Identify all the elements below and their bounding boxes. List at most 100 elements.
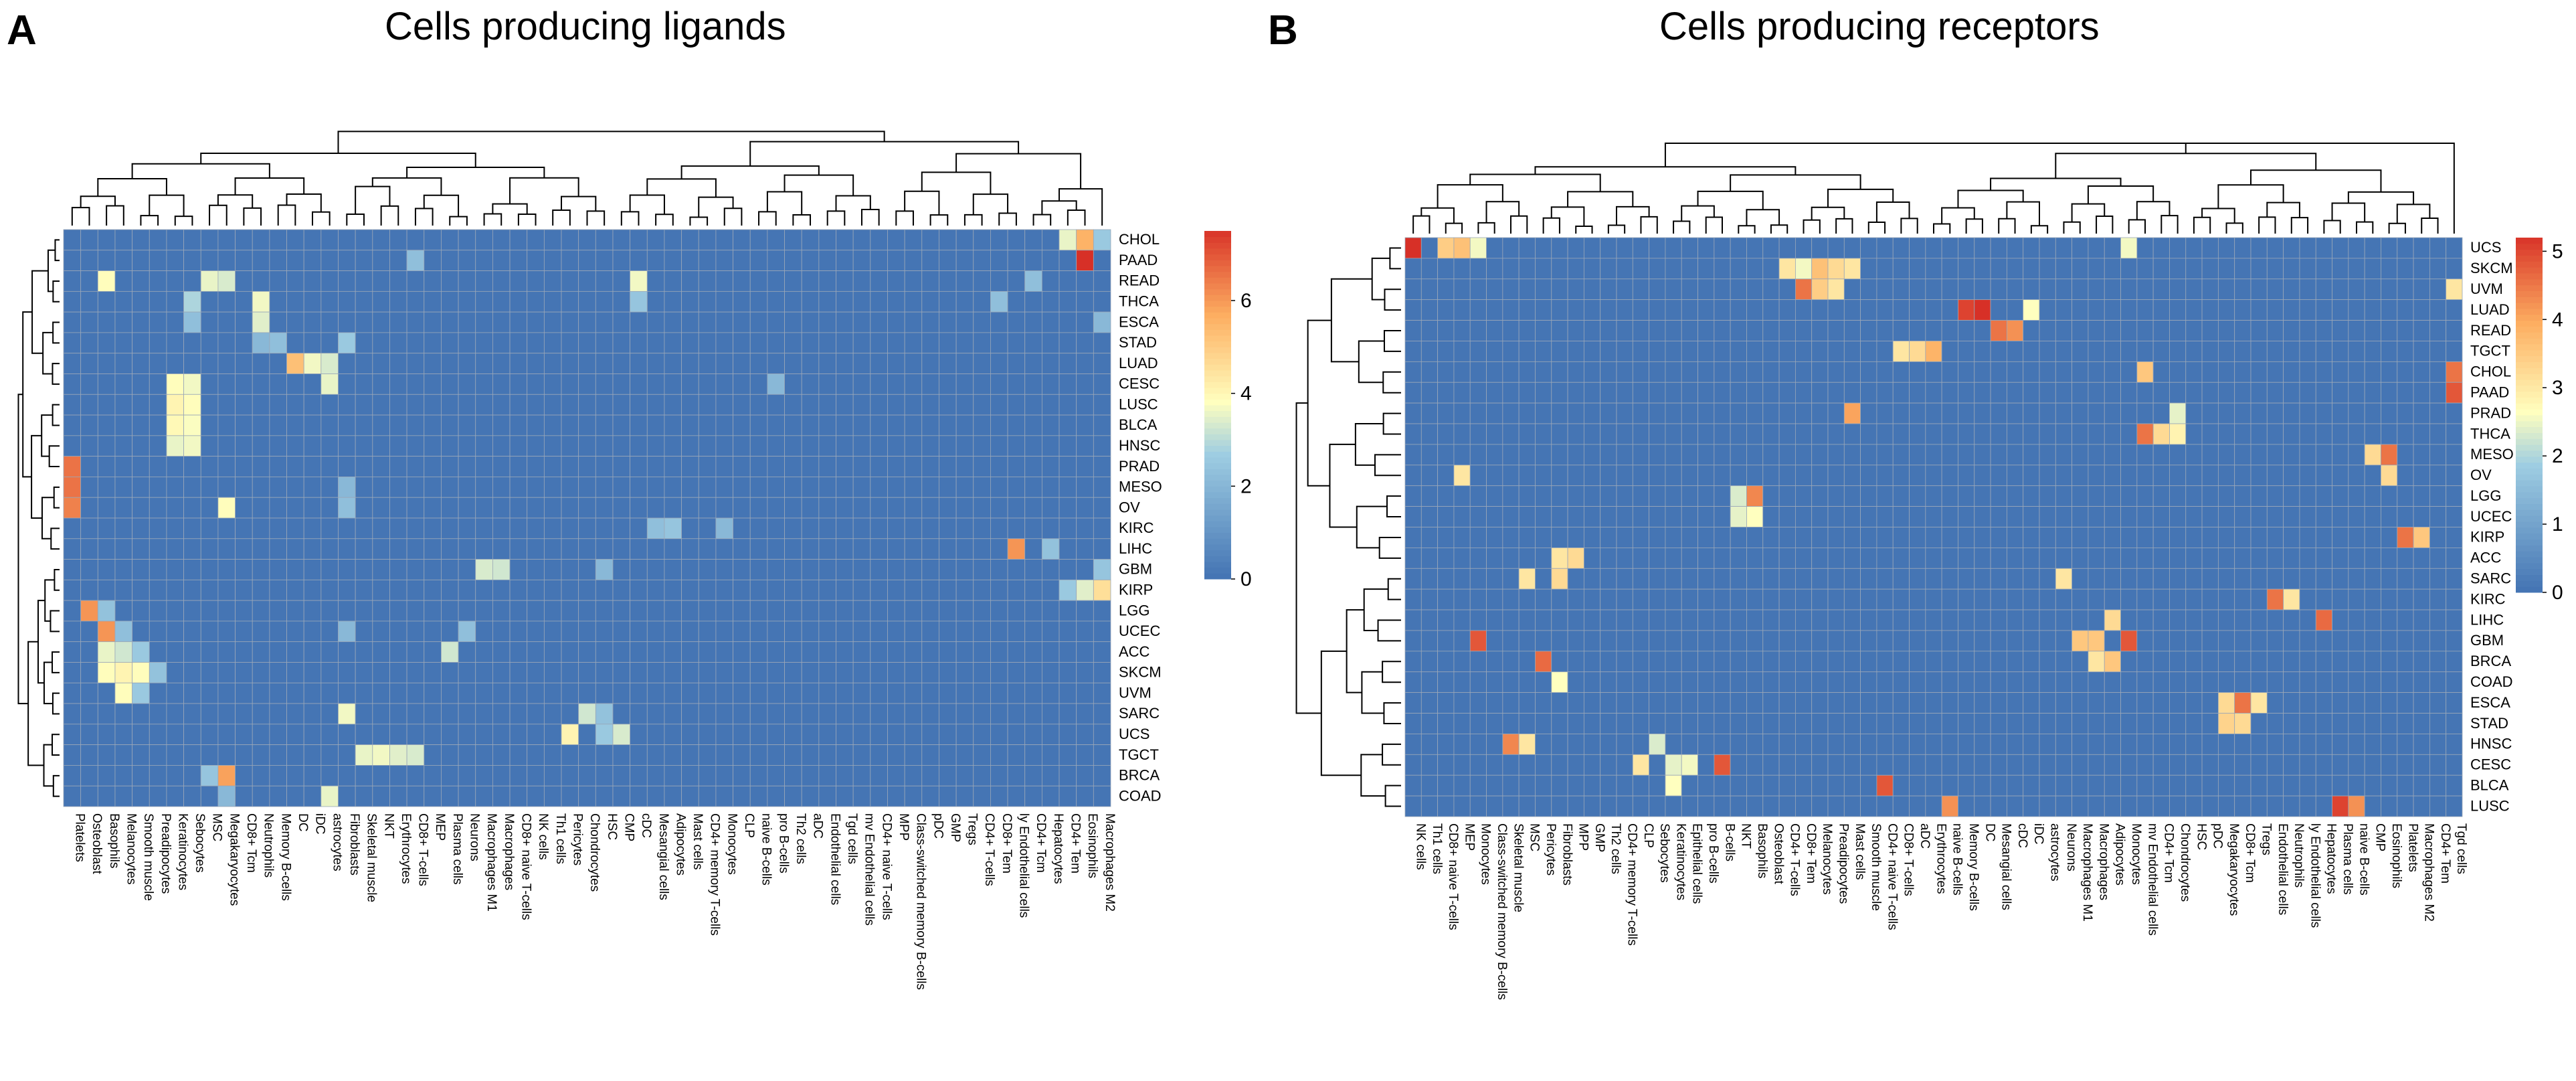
heatmap-cell	[2072, 485, 2089, 507]
dendrogram-branch	[243, 207, 262, 226]
heatmap-cell	[424, 703, 442, 725]
heatmap-cell	[1860, 402, 1877, 424]
heatmap-cell	[1502, 361, 1520, 383]
heatmap-cell	[749, 765, 768, 786]
column-label: CD4+ Tcm	[2162, 823, 2176, 883]
heatmap-cell	[904, 414, 923, 436]
heatmap-cell	[1860, 588, 1877, 610]
heatmap-cell	[836, 538, 854, 560]
heatmap-cell	[2348, 444, 2365, 466]
heatmap-cell	[424, 765, 442, 786]
row-label: CHOL	[2470, 363, 2511, 380]
heatmap-cell	[1404, 382, 1422, 404]
heatmap-cell	[2201, 609, 2219, 631]
heatmap-cell	[921, 620, 939, 643]
heatmap-cell	[1778, 671, 1796, 693]
heatmap-cell	[149, 765, 167, 786]
heatmap-cell	[1925, 568, 1942, 590]
heatmap-cell	[2234, 423, 2251, 445]
heatmap-cell	[1811, 320, 1829, 341]
heatmap-cell	[183, 600, 201, 622]
heatmap-cell	[612, 682, 631, 704]
heatmap-cell	[1681, 320, 1698, 341]
heatmap-cell	[235, 682, 253, 704]
colorbar-segment	[1204, 428, 1231, 434]
heatmap-cell	[1616, 506, 1633, 527]
heatmap-cell	[97, 394, 116, 416]
heatmap-cell	[492, 414, 511, 436]
heatmap-cell	[1665, 671, 1682, 693]
heatmap-cell	[2266, 485, 2284, 507]
heatmap-cell	[1007, 290, 1026, 313]
heatmap-cell	[1502, 506, 1520, 527]
heatmap-cell	[475, 250, 493, 271]
heatmap-cell	[1665, 320, 1682, 341]
heatmap-cell	[1909, 734, 1926, 755]
heatmap-cell	[1714, 713, 1731, 734]
heatmap-cell	[2364, 713, 2381, 734]
heatmap-cell	[904, 703, 923, 725]
heatmap-cell	[1990, 671, 2007, 693]
heatmap-cell	[749, 559, 768, 580]
heatmap-cell	[338, 373, 356, 395]
heatmap-cell	[1404, 651, 1422, 673]
heatmap-cell	[149, 250, 167, 271]
heatmap-cell	[406, 353, 425, 374]
heatmap-cell	[372, 600, 390, 622]
heatmap-cell	[406, 435, 425, 457]
heatmap-cell	[355, 662, 373, 683]
heatmap-cell	[2364, 609, 2381, 631]
heatmap-cell	[1616, 278, 1633, 301]
heatmap-cell	[1730, 237, 1747, 259]
heatmap-cell	[870, 785, 888, 807]
heatmap-cell	[1958, 527, 1975, 548]
heatmap-cell	[1437, 278, 1455, 301]
heatmap-cell	[2023, 402, 2040, 424]
row-label: LUSC	[2470, 797, 2510, 814]
heatmap-cell	[578, 662, 596, 683]
heatmap-cell	[1795, 382, 1813, 404]
heatmap-cell	[1681, 382, 1698, 404]
heatmap-cell	[1404, 423, 1422, 445]
heatmap-cell	[698, 579, 717, 601]
dendrogram-branch	[655, 214, 674, 226]
heatmap-cell	[303, 724, 322, 746]
heatmap-cell	[2039, 506, 2056, 527]
heatmap-cell	[2446, 651, 2463, 673]
heatmap-cell	[2332, 341, 2349, 362]
heatmap-cell	[801, 641, 820, 663]
dendrogram-branch	[1067, 209, 1086, 226]
heatmap-cell	[2315, 795, 2332, 817]
heatmap-cell	[1958, 299, 1975, 321]
heatmap-cell	[1990, 341, 2007, 362]
heatmap-cell	[2006, 341, 2024, 362]
heatmap-cell	[939, 641, 957, 663]
heatmap-cell	[1909, 320, 1926, 341]
heatmap-cell	[355, 435, 373, 457]
heatmap-cell	[338, 559, 356, 580]
heatmap-cell	[921, 538, 939, 560]
heatmap-cell	[97, 332, 116, 354]
heatmap-cell	[114, 724, 133, 746]
colorbar-segment	[1204, 358, 1231, 365]
heatmap-cell	[2381, 651, 2398, 673]
heatmap-cell	[80, 290, 98, 313]
heatmap-cell	[1420, 444, 1439, 466]
column-label: HSC	[605, 813, 619, 840]
heatmap-cell	[2136, 361, 2154, 383]
heatmap-cell	[2072, 568, 2089, 590]
heatmap-cell	[2397, 278, 2414, 301]
heatmap-cell	[2397, 692, 2414, 714]
row-label: MESO	[1119, 479, 1162, 495]
heatmap-cell	[492, 641, 511, 663]
heatmap-cell	[2348, 278, 2365, 301]
heatmap-cell	[1567, 734, 1584, 755]
heatmap-cell	[1909, 651, 1926, 673]
heatmap-cell	[921, 477, 939, 498]
heatmap-cell	[733, 435, 751, 457]
heatmap-cell	[80, 765, 98, 786]
heatmap-cell	[749, 394, 768, 416]
heatmap-cell	[63, 353, 82, 374]
heatmap-cell	[1076, 414, 1094, 436]
heatmap-cell	[2332, 299, 2349, 321]
